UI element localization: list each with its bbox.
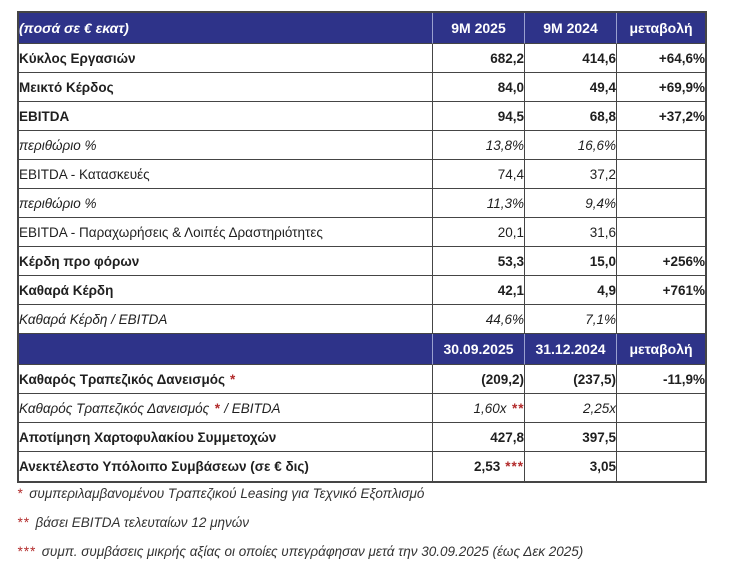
value-period-1: 53,3 — [433, 247, 525, 276]
table-row: EBITDA 94,5 68,8 +37,2% — [19, 102, 705, 131]
header-unit-label — [19, 334, 433, 365]
value-period-1: 2,53 *** — [433, 452, 525, 481]
value-period-1: 427,8 — [433, 423, 525, 452]
table-row: Ανεκτέλεστο Υπόλοιπο Συμβάσεων (σε € δις… — [19, 452, 705, 481]
value-period-2: 7,1% — [525, 305, 617, 334]
row-label: Καθαρά Κέρδη — [19, 276, 433, 305]
row-label: Ανεκτέλεστο Υπόλοιπο Συμβάσεων (σε € δις… — [19, 452, 433, 481]
footnote-marker: * — [230, 371, 237, 387]
value-period-2: 16,6% — [525, 131, 617, 160]
row-label: Καθαρά Κέρδη / EBITDA — [19, 305, 433, 334]
change-value — [617, 218, 705, 247]
value-period-1: 1,60x ** — [433, 394, 525, 423]
change-value: +69,9% — [617, 73, 705, 102]
table-row: Καθαρά Κέρδη 42,1 4,9 +761% — [19, 276, 705, 305]
value-period-2: 15,0 — [525, 247, 617, 276]
footnotes: * συμπεριλαμβανομένου Τραπεζικού Leasing … — [17, 486, 583, 573]
value-period-1: 94,5 — [433, 102, 525, 131]
column-header-change: μεταβολή — [617, 334, 705, 365]
change-value — [617, 131, 705, 160]
row-label: Μεικτό Κέρδος — [19, 73, 433, 102]
row-label: EBITDA - Κατασκευές — [19, 160, 433, 189]
row-label: EBITDA - Παραχωρήσεις & Λοιπές Δραστηριό… — [19, 218, 433, 247]
table-row: Μεικτό Κέρδος 84,0 49,4 +69,9% — [19, 73, 705, 102]
change-value — [617, 189, 705, 218]
footnote-marker: *** — [505, 459, 524, 474]
column-header-change: μεταβολή — [617, 13, 705, 44]
value-period-2: (237,5) — [525, 365, 617, 394]
footnote-text: συμπ. συμβάσεις μικρής αξίας οι οποίες υ… — [41, 544, 584, 559]
value-period-2: 4,9 — [525, 276, 617, 305]
footnote-text: βάσει EBITDA τελευταίων 12 μηνών — [35, 515, 249, 530]
value-period-2: 3,05 — [525, 452, 617, 481]
footnote-marker: ** — [17, 515, 30, 530]
footnote-line: *** συμπ. συμβάσεις μικρής αξίας οι οποίε… — [17, 544, 583, 560]
change-value: +256% — [617, 247, 705, 276]
value-period-2: 2,25x — [525, 394, 617, 423]
change-value — [617, 305, 705, 334]
footnote-marker: * — [17, 486, 24, 501]
change-value — [617, 423, 705, 452]
value-period-1: 682,2 — [433, 44, 525, 73]
value-period-1: 42,1 — [433, 276, 525, 305]
value-period-1: (209,2) — [433, 365, 525, 394]
value-period-2: 68,8 — [525, 102, 617, 131]
table-row: Κέρδη προ φόρων 53,3 15,0 +256% — [19, 247, 705, 276]
footnote-text: συμπεριλαμβανομένου Τραπεζικού Leasing γ… — [29, 486, 425, 501]
footnote-marker: * — [214, 400, 221, 416]
table-row: Κύκλος Εργασιών 682,2 414,6 +64,6% — [19, 44, 705, 73]
row-label: περιθώριο % — [19, 189, 433, 218]
footnote-marker: ** — [511, 400, 524, 416]
value-period-2: 49,4 — [525, 73, 617, 102]
header-unit-label: (ποσά σε € εκατ) — [19, 13, 433, 44]
value-period-1: 84,0 — [433, 73, 525, 102]
change-value: +761% — [617, 276, 705, 305]
footnote-marker: *** — [17, 544, 36, 559]
change-value: +64,6% — [617, 44, 705, 73]
change-value — [617, 160, 705, 189]
change-value: -11,9% — [617, 365, 705, 394]
column-header-period-1: 9M 2025 — [433, 13, 525, 44]
row-label: Κύκλος Εργασιών — [19, 44, 433, 73]
footnote-line: ** βάσει EBITDA τελευταίων 12 μηνών — [17, 515, 583, 531]
table-row: Καθαρά Κέρδη / EBITDA 44,6% 7,1% — [19, 305, 705, 334]
table-row: Καθαρός Τραπεζικός Δανεισμός * / EBITDA 1,… — [19, 394, 705, 423]
row-label: Καθαρός Τραπεζικός Δανεισμός * — [19, 365, 433, 394]
value-period-2: 397,5 — [525, 423, 617, 452]
column-header-period-2: 31.12.2024 — [525, 334, 617, 365]
financial-results-table: (ποσά σε € εκατ) 9M 2025 9M 2024 μεταβολή Κύ… — [17, 11, 707, 483]
column-header-period-2: 9M 2024 — [525, 13, 617, 44]
change-value — [617, 394, 705, 423]
row-label: Κέρδη προ φόρων — [19, 247, 433, 276]
footnote-line: * συμπεριλαμβανομένου Τραπεζικού Leasing … — [17, 486, 583, 502]
table-row: περιθώριο % 13,8% 16,6% — [19, 131, 705, 160]
value-period-2: 9,4% — [525, 189, 617, 218]
value-period-2: 37,2 — [525, 160, 617, 189]
table-body: (ποσά σε € εκατ) 9M 2025 9M 2024 μεταβολή Κύ… — [19, 13, 705, 481]
row-label: Καθαρός Τραπεζικός Δανεισμός * / EBITDA — [19, 394, 433, 423]
change-value: +37,2% — [617, 102, 705, 131]
value-period-1: 74,4 — [433, 160, 525, 189]
financial-results-table-container: (ποσά σε € εκατ) 9M 2025 9M 2024 μεταβολή Κύ… — [17, 11, 707, 483]
column-header-period-1: 30.09.2025 — [433, 334, 525, 365]
table-row: EBITDA - Κατασκευές 74,4 37,2 — [19, 160, 705, 189]
table-row: Αποτίμηση Χαρτοφυλακίου Συμμετοχών 427,8 3… — [19, 423, 705, 452]
value-period-1: 13,8% — [433, 131, 525, 160]
row-label: περιθώριο % — [19, 131, 433, 160]
header-row-1: (ποσά σε € εκατ) 9M 2025 9M 2024 μεταβολή — [19, 13, 705, 44]
change-value — [617, 452, 705, 481]
value-period-2: 31,6 — [525, 218, 617, 247]
header-row-2: 30.09.2025 31.12.2024 μεταβολή — [19, 334, 705, 365]
value-period-1: 20,1 — [433, 218, 525, 247]
row-label: EBITDA — [19, 102, 433, 131]
table-row: Καθαρός Τραπεζικός Δανεισμός * (209,2) (237… — [19, 365, 705, 394]
value-period-1: 44,6% — [433, 305, 525, 334]
row-label: Αποτίμηση Χαρτοφυλακίου Συμμετοχών — [19, 423, 433, 452]
value-period-1: 11,3% — [433, 189, 525, 218]
table-row: EBITDA - Παραχωρήσεις & Λοιπές Δραστηριό… — [19, 218, 705, 247]
table-row: περιθώριο % 11,3% 9,4% — [19, 189, 705, 218]
value-period-2: 414,6 — [525, 44, 617, 73]
